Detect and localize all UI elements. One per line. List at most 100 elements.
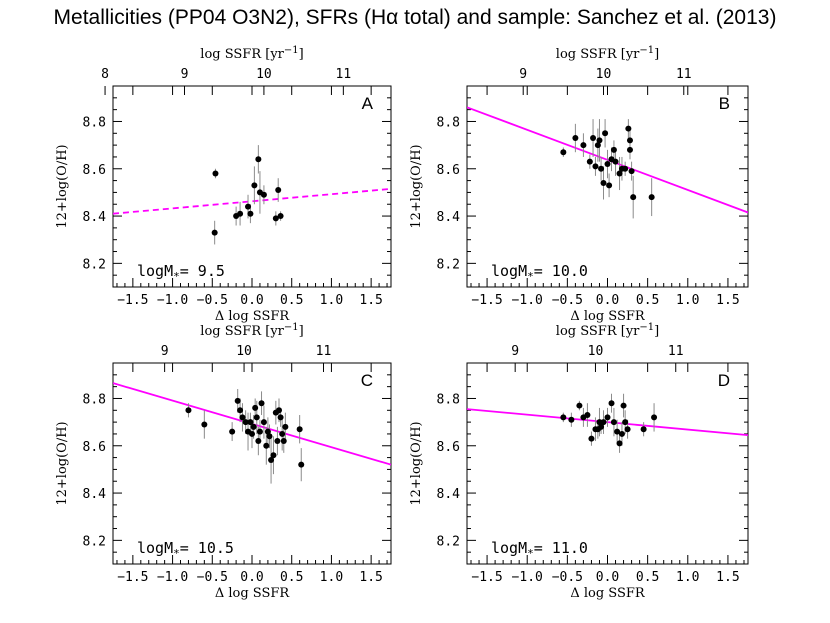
- top-tick-label: 11: [316, 344, 332, 359]
- data-point: [252, 404, 259, 411]
- data-point: [600, 419, 607, 426]
- data-point: [185, 407, 192, 414]
- data-point: [576, 402, 583, 409]
- x-tick-label: 0.5: [636, 293, 659, 308]
- x-axis-label: Δ log SSFR: [570, 586, 646, 601]
- data-point: [212, 170, 219, 177]
- y-tick-label: 8.6: [437, 440, 460, 455]
- data-point: [600, 179, 607, 186]
- data-layer: [467, 106, 748, 219]
- panel-letter: C: [361, 371, 373, 390]
- data-point: [620, 402, 627, 409]
- mass-label-sub: *: [527, 270, 534, 283]
- data-point: [622, 419, 629, 426]
- data-point: [560, 414, 567, 421]
- data-point: [606, 182, 613, 189]
- plot-frame: [466, 362, 749, 565]
- y-tick-label: 8.8: [83, 115, 106, 130]
- x-axis-label: Δ log SSFR: [215, 586, 291, 601]
- y-axis-label: 12+log(O/H): [55, 421, 70, 505]
- top-tick-label: 9: [511, 344, 519, 359]
- top-tick-label: 9: [181, 67, 189, 82]
- x-tick-label: 1.5: [716, 570, 739, 585]
- y-tick-label: 8.8: [437, 115, 460, 130]
- x-tick-label: −0.5: [552, 570, 583, 585]
- data-point: [604, 414, 611, 421]
- y-tick-label: 8.2: [437, 257, 460, 272]
- data-point: [651, 414, 658, 421]
- data-point: [237, 407, 244, 414]
- data-point: [201, 421, 208, 428]
- top-axis-label-main: log SSFR [yr: [556, 324, 640, 339]
- x-tick-label: 0.0: [596, 293, 619, 308]
- data-point: [630, 194, 637, 201]
- y-tick-label: 8.4: [437, 210, 461, 225]
- mass-label-prefix: logM: [137, 539, 173, 557]
- data-point: [616, 440, 623, 447]
- data-point: [279, 430, 286, 437]
- data-point: [253, 414, 260, 421]
- mass-label-prefix: logM: [491, 262, 527, 280]
- top-axis-label: log SSFR [yr−1]: [556, 322, 659, 339]
- x-tick-label: 1.0: [676, 293, 699, 308]
- x-tick-label: −1.5: [471, 293, 502, 308]
- data-point: [274, 438, 281, 445]
- top-axis-label-end: ]: [654, 324, 659, 339]
- y-axis-label: 12+log(O/H): [409, 144, 424, 228]
- data-point: [234, 397, 241, 404]
- mass-label-sub: *: [173, 270, 180, 283]
- x-tick-label: −1.0: [157, 293, 188, 308]
- mass-label-value: = 10.0: [534, 262, 588, 280]
- top-axis-label-main: log SSFR [yr: [556, 47, 640, 62]
- data-point: [298, 461, 305, 468]
- data-point: [598, 165, 605, 172]
- data-point: [247, 419, 254, 426]
- panel-c: −1.5 −1.0 −0.5 0.0 0.5 1.0 1.5 8.2 8.4 8.6 8.8 9 10 1…: [55, 322, 392, 601]
- y-tick-label: 8.4: [83, 487, 107, 502]
- data-layer: [113, 145, 391, 245]
- data-point: [270, 452, 277, 459]
- data-point: [255, 438, 262, 445]
- x-tick-label: 1.0: [320, 570, 343, 585]
- data-point: [604, 161, 611, 168]
- data-point: [268, 456, 275, 463]
- data-point: [586, 158, 593, 165]
- data-point: [211, 229, 218, 236]
- data-layer: [467, 393, 748, 453]
- data-point: [608, 400, 615, 407]
- data-point: [258, 400, 265, 407]
- x-tick-label: 0.0: [240, 570, 263, 585]
- data-point: [251, 182, 258, 189]
- x-tick-label: 1.5: [359, 570, 382, 585]
- data-point: [614, 428, 621, 435]
- data-point: [592, 163, 599, 170]
- data-point: [277, 213, 284, 220]
- x-tick-label: 1.0: [320, 293, 343, 308]
- mass-label-sub: *: [527, 547, 534, 560]
- x-tick-label: 0.5: [280, 570, 303, 585]
- mass-label-value: = 9.5: [180, 262, 225, 280]
- x-tick-label: −0.5: [552, 293, 583, 308]
- x-tick-label: −1.0: [157, 570, 188, 585]
- y-tick-label: 8.2: [83, 534, 106, 549]
- top-tick-label: 11: [668, 344, 684, 359]
- top-tick-label: 10: [256, 67, 272, 82]
- data-point: [596, 137, 603, 144]
- x-tick-label: −0.5: [197, 293, 228, 308]
- data-point: [590, 135, 597, 142]
- data-point: [626, 146, 633, 153]
- top-axis-label: log SSFR [yr−1]: [200, 45, 303, 62]
- data-point: [612, 158, 619, 165]
- x-tick-label: 1.0: [676, 570, 699, 585]
- data-point: [263, 442, 270, 449]
- top-tick-label: 9: [519, 67, 527, 82]
- top-axis-label-end: ]: [299, 324, 304, 339]
- data-point: [255, 156, 262, 163]
- y-tick-label: 8.6: [83, 163, 106, 178]
- plot-frame: [112, 362, 392, 565]
- top-tick-label: 9: [161, 344, 169, 359]
- x-tick-label: −0.5: [197, 570, 228, 585]
- mass-label-value: = 10.5: [180, 539, 234, 557]
- data-point: [610, 419, 617, 426]
